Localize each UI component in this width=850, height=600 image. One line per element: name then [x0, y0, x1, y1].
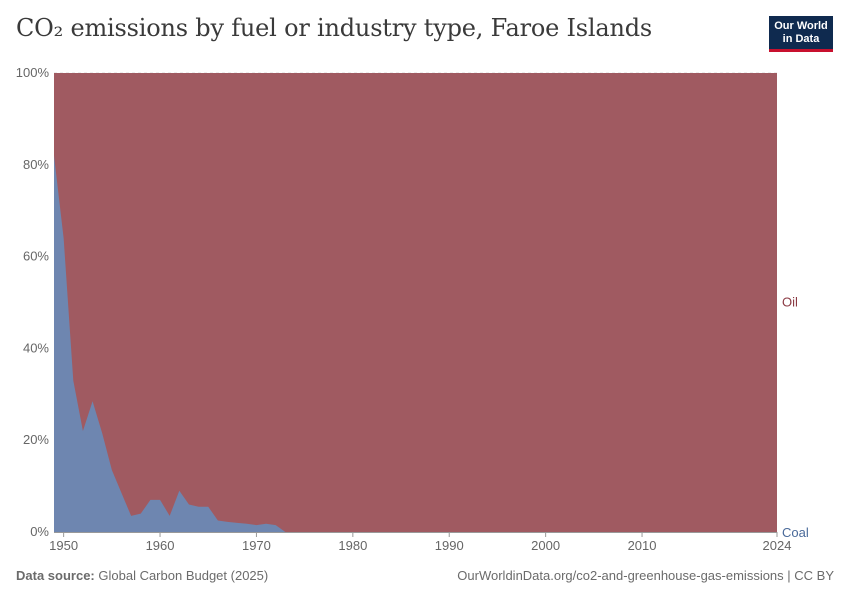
data-source-value: Global Carbon Budget (2025) [98, 568, 269, 583]
owid-logo[interactable]: Our World in Data [769, 16, 833, 52]
logo-line-1: Our World [774, 20, 828, 32]
chart-title: CO₂ emissions by fuel or industry type, … [16, 14, 653, 42]
logo-line-2: in Data [782, 33, 820, 45]
y-tick-label: 0% [30, 524, 49, 539]
x-tick-label: 2000 [531, 538, 560, 553]
area-layer [54, 73, 777, 532]
x-tick-label: 2010 [628, 538, 657, 553]
source-url[interactable]: OurWorldinData.org/co2-and-greenhouse-ga… [457, 568, 834, 583]
stacked-area-chart: 0% 20% 40% 60% 80% 100% 1950 1960 1970 1980 1990 20… [16, 65, 809, 553]
x-tick-label: 1960 [146, 538, 175, 553]
y-tick-label: 40% [23, 340, 49, 355]
series-labels: Oil Coal [782, 295, 809, 541]
y-tick-label: 60% [23, 249, 49, 264]
x-tick-label: 2024 [763, 538, 792, 553]
y-tick-label: 20% [23, 432, 49, 447]
y-tick-label: 80% [23, 157, 49, 172]
data-source-label: Data source: [16, 568, 95, 583]
data-source: Data source: Global Carbon Budget (2025) [16, 568, 268, 583]
x-tick-label: 1970 [242, 538, 271, 553]
area-oil [54, 73, 777, 532]
series-label-oil[interactable]: Oil [782, 295, 798, 310]
x-tick-label: 1950 [49, 538, 78, 553]
x-tick-label: 1990 [435, 538, 464, 553]
axis-layer: 0% 20% 40% 60% 80% 100% 1950 1960 1970 1980 1990 20… [16, 65, 792, 553]
x-tick-label: 1980 [338, 538, 367, 553]
series-label-coal[interactable]: Coal [782, 525, 809, 540]
y-tick-label: 100% [16, 65, 50, 80]
